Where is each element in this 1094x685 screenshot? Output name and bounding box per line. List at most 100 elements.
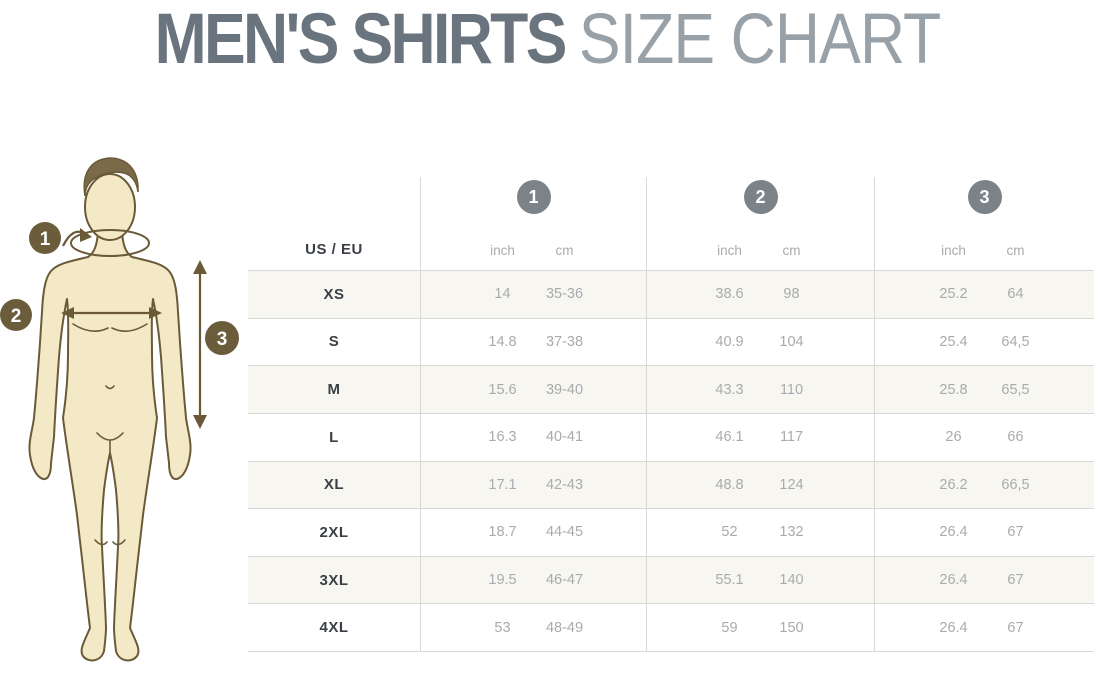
inch-value: 55.1: [715, 572, 744, 589]
hair: [83, 157, 139, 197]
svg-text:3: 3: [217, 329, 228, 350]
measure-1-cell: 53 48-49: [420, 604, 646, 651]
measure-1-cell: 19.5 46-47: [420, 556, 646, 604]
badge-number: 1: [528, 186, 539, 207]
cm-value: 44-45: [545, 524, 584, 541]
size-label: XL: [323, 476, 345, 494]
inch-value: 59: [721, 619, 738, 636]
measure-1-badge: 1: [516, 180, 551, 214]
measure-2-cell: 40.9 104: [646, 318, 874, 366]
unit-cm-label: cm: [782, 243, 801, 258]
size-chart-table: US / EU 1 inch cm 2 inch cm 3 inch cm XS…: [248, 177, 1094, 652]
table-row-2xl: 2XL 18.7 44-45 52 132 26.4 67: [248, 508, 1094, 556]
size-label: L: [329, 428, 339, 446]
inch-value: 26.4: [939, 524, 968, 541]
collar-arrow: [62, 228, 92, 247]
inch-value: 19.5: [488, 572, 517, 589]
inch-value: 26.4: [939, 619, 968, 636]
table-row-xs: XS 14 35-36 38.6 98 25.2 64: [248, 270, 1094, 318]
measure-1-cell: 15.6 39-40: [420, 366, 646, 413]
cm-value: 104: [779, 333, 804, 350]
inch-value: 14: [494, 286, 511, 303]
measure-1-cell: 17.1 42-43: [420, 461, 646, 509]
cm-value: 117: [779, 429, 804, 446]
measure-2-cell: 55.1 140: [646, 556, 874, 604]
measure-1-cell: 16.3 40-41: [420, 413, 646, 461]
inch-value: 26: [945, 429, 962, 446]
inch-value: 14.8: [488, 333, 517, 350]
cm-value: 39-40: [545, 381, 584, 398]
cm-value: 64: [1007, 286, 1024, 303]
measure-2-cell: 59 150: [646, 604, 874, 651]
size-label: M: [327, 381, 341, 399]
inch-value: 25.8: [939, 381, 968, 398]
marker-2: 2: [0, 299, 32, 331]
inch-value: 48.8: [715, 476, 744, 493]
inch-value: 52: [721, 524, 738, 541]
inch-value: 53: [494, 619, 511, 636]
measure-2-cell: 38.6 98: [646, 271, 874, 318]
unit-inch-label: inch: [941, 243, 966, 258]
measure-3-cell: 25.8 65,5: [874, 366, 1094, 413]
table-row-l: L 16.3 40-41 46.1 117 26 66: [248, 412, 1094, 461]
cm-value: 46-47: [545, 572, 584, 589]
badge-number: 2: [755, 186, 766, 207]
measure-3-cell: 26.4 67: [874, 509, 1094, 556]
measure-2-cell: 43.3 110: [646, 366, 874, 413]
cm-value: 66,5: [1001, 476, 1030, 493]
unit-labels-2: inch cm: [706, 243, 816, 270]
size-label: S: [328, 333, 340, 351]
cm-value: 132: [779, 524, 804, 541]
unit-inch-label: inch: [717, 243, 742, 258]
cm-value: 67: [1007, 619, 1024, 636]
inch-value: 25.4: [939, 333, 968, 350]
cm-value: 65,5: [1001, 381, 1030, 398]
size-label: 3XL: [319, 571, 349, 589]
measure-3-cell: 26.4 67: [874, 556, 1094, 604]
figure-illustration: 1 2 3: [0, 150, 260, 680]
cm-value: 37-38: [545, 333, 584, 350]
table-row-4xl: 4XL 53 48-49 59 150 26.4 67: [248, 603, 1094, 651]
inch-value: 38.6: [715, 286, 744, 303]
measure-3-cell: 26.4 67: [874, 604, 1094, 651]
inch-value: 40.9: [715, 333, 744, 350]
cm-value: 67: [1007, 572, 1024, 589]
inch-value: 43.3: [715, 381, 744, 398]
unit-cm-label: cm: [555, 243, 574, 258]
cm-value: 98: [783, 286, 800, 303]
badge-number: 3: [979, 186, 990, 207]
inch-value: 15.6: [488, 381, 517, 398]
inch-value: 16.3: [488, 429, 517, 446]
cm-value: 66: [1007, 429, 1024, 446]
measure-2-badge: 2: [743, 180, 778, 214]
corner-label: US / EU: [305, 241, 363, 258]
unit-cm-label: cm: [1006, 243, 1025, 258]
inch-value: 46.1: [715, 429, 744, 446]
svg-text:2: 2: [11, 306, 22, 327]
face: [84, 173, 136, 241]
measure-3-cell: 25.2 64: [874, 271, 1094, 318]
cm-value: 110: [779, 381, 804, 398]
unit-labels-1: inch cm: [479, 243, 589, 270]
length-arrow: [193, 260, 207, 429]
unit-inch-label: inch: [490, 243, 515, 258]
table-row-s: S 14.8 37-38 40.9 104 25.4 64,5: [248, 317, 1094, 366]
table-header-row: US / EU 1 inch cm 2 inch cm 3 inch cm: [248, 177, 1094, 270]
inch-value: 26.4: [939, 572, 968, 589]
measure-3-cell: 26 66: [874, 413, 1094, 461]
collar-measure-ellipse: [70, 229, 150, 257]
inch-value: 17.1: [488, 476, 517, 493]
measure-3-badge: 3: [967, 180, 1002, 214]
unit-labels-3: inch cm: [930, 243, 1040, 270]
table-row-3xl: 3XL 19.5 46-47 55.1 140 26.4 67: [248, 555, 1094, 604]
measure-1-cell: 14.8 37-38: [420, 318, 646, 366]
body-detail-lines: [72, 323, 148, 546]
size-label: 4XL: [319, 619, 349, 637]
size-label: XS: [323, 285, 345, 303]
inch-value: 26.2: [939, 476, 968, 493]
measure-2-cell: 52 132: [646, 509, 874, 556]
table-row-xl: XL 17.1 42-43 48.8 124 26.2 66,5: [248, 460, 1094, 509]
chest-arrow: [61, 307, 162, 319]
cm-value: 40-41: [545, 429, 584, 446]
male-body-diagram: 1 2 3: [0, 157, 239, 662]
